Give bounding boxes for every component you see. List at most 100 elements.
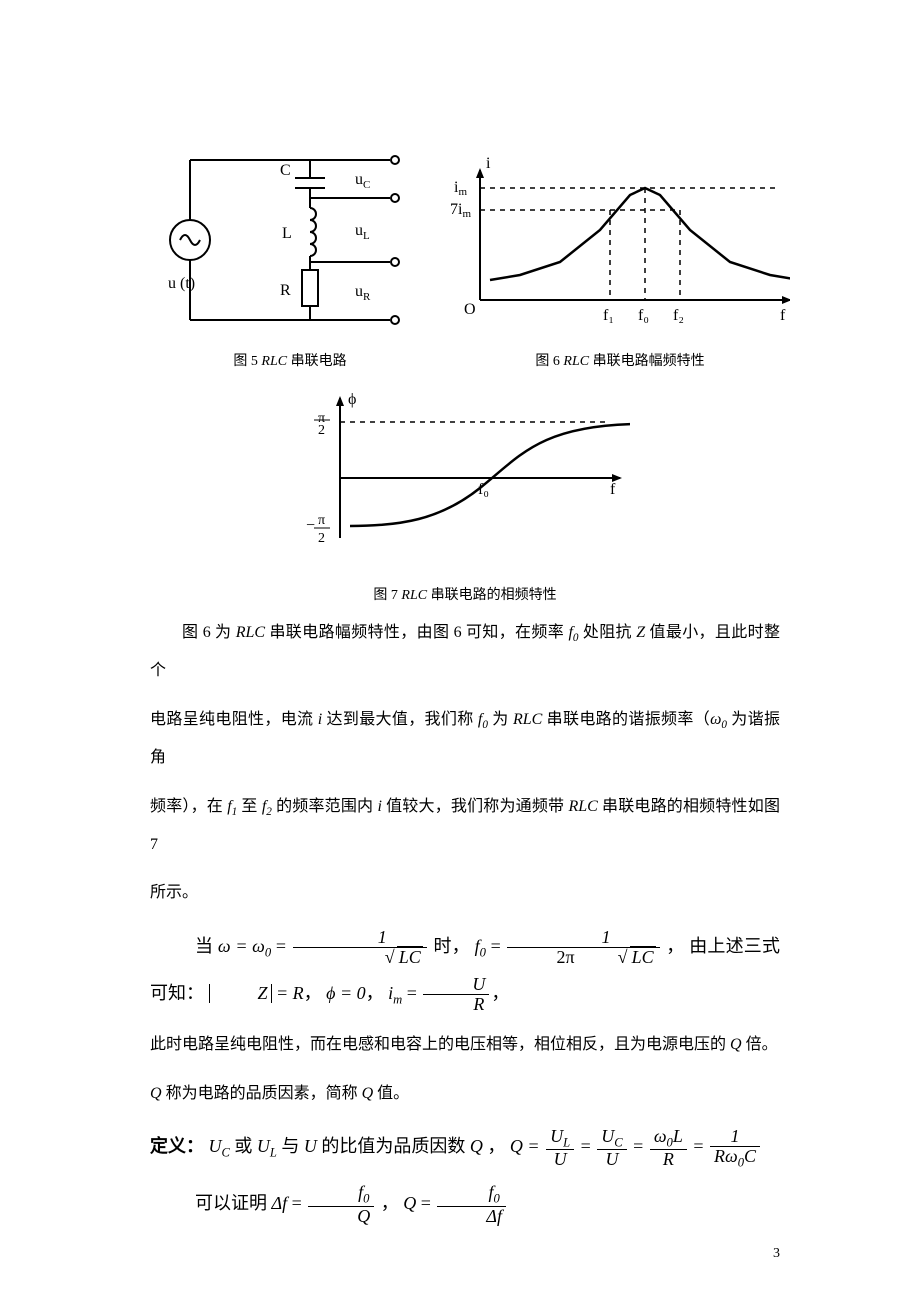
- eq1-f0: f0: [475, 936, 486, 956]
- fig6-0707im: 0.707im: [450, 201, 471, 220]
- eq1-fracA: 1 LC: [293, 928, 427, 967]
- def-b: 与: [281, 1136, 304, 1156]
- prove-df: Δf: [272, 1193, 288, 1213]
- fig6-caption: 图 6 RLC 串联电路幅频特性: [535, 350, 704, 370]
- figure-7: ϕ π 2 − π 2 f₀ f 图 7 RLC 串联电路的相频特性: [150, 388, 780, 604]
- p3-a: 频率），在: [150, 798, 227, 815]
- p3-c: 的频率范围内: [272, 798, 378, 815]
- page: C L R u (t) uC uL uR 图 5 RLC 串联电路: [0, 0, 920, 1302]
- ul-label: uL: [355, 222, 370, 242]
- def-Q: Q: [470, 1136, 483, 1156]
- fig6-xlabel: f: [780, 307, 786, 324]
- p2-w0: ω0: [710, 711, 727, 728]
- p1-a: 图 6 为: [182, 624, 236, 641]
- p1-rlc: RLC: [236, 624, 265, 641]
- p6-b: 值。: [373, 1085, 409, 1102]
- eq1-omega: ω = ω0: [218, 936, 271, 956]
- eq1-eqB: =: [491, 936, 506, 956]
- figure-6: i im 0.707im O f₁ f₀ f₂ f 图 6 RLC 串联电路幅频…: [460, 150, 780, 370]
- eq1-absZ: Z: [209, 984, 272, 1004]
- p3-f2: f2: [262, 798, 272, 815]
- p3-b: 至: [237, 798, 262, 815]
- paragraph-5: 此时电路呈纯电阻性，而在电感和电容上的电压相等，相位相反，且为电源电压的 Q 倍…: [150, 1026, 780, 1064]
- resonance-curve: [490, 188, 790, 280]
- fig5-cap-pre: 图 5: [233, 354, 261, 369]
- phase-curve: [350, 424, 630, 526]
- fig6-f2: f₂: [673, 307, 684, 324]
- paragraph-2: 电路呈纯电阻性，电流 i 达到最大值，我们称 f0 为 RLC 串联电路的谐振频…: [150, 701, 780, 778]
- fig6-cap-pre: 图 6: [535, 354, 563, 369]
- fig7-caption: 图 7 RLC 串联电路的相频特性: [373, 584, 556, 604]
- p2-c: 为: [488, 711, 513, 728]
- fig7-f0: f₀: [478, 481, 489, 498]
- fig5-cap-suf: 串联电路: [287, 354, 347, 369]
- eq1-eqA: =: [276, 936, 291, 956]
- fig7-negsign: −: [306, 517, 315, 534]
- def-U: U: [304, 1136, 317, 1156]
- paragraph-3: 频率），在 f1 至 f2 的频率范围内 i 值较大，我们称为通频带 RLC 串…: [150, 788, 780, 865]
- p6-Q2: Q: [362, 1085, 374, 1102]
- p5-b: 倍。: [742, 1036, 778, 1053]
- def-frac3: ω0L R: [650, 1127, 687, 1170]
- eq1-fracC: U R: [423, 975, 489, 1014]
- def-UL: UL: [257, 1136, 277, 1156]
- p6-Q1: Q: [150, 1085, 162, 1102]
- fig7-negpi2-den: 2: [318, 531, 325, 546]
- fig6-f0: f₀: [638, 307, 649, 324]
- fig7-cap-suf: 串联电路的相频特性: [427, 588, 557, 603]
- eq1-phi: ϕ = 0: [326, 983, 365, 1003]
- fig6-origin: O: [464, 301, 476, 318]
- paragraph-1: 图 6 为 RLC 串联电路幅频特性，由图 6 可知，在频率 f0 处阻抗 Z …: [150, 614, 780, 691]
- p4: 所示。: [150, 884, 198, 901]
- p2-b: 达到最大值，我们称: [322, 711, 478, 728]
- rlc-circuit-svg: C L R u (t) uC uL uR: [160, 140, 420, 340]
- uc-label: uC: [355, 171, 370, 191]
- fig7-cap-it: RLC: [401, 588, 427, 603]
- p1-c: 处阻抗: [579, 624, 637, 641]
- p2-rlc: RLC: [513, 711, 542, 728]
- paragraph-6: Q 称为电路的品质因素，简称 Q 值。: [150, 1075, 780, 1113]
- fig7-pi2-den: 2: [318, 423, 325, 438]
- fig5-cap-it: RLC: [261, 354, 287, 369]
- def-eqQ: Q =: [510, 1136, 544, 1156]
- fig7-xlabel: f: [610, 481, 616, 498]
- p5-Q: Q: [730, 1036, 742, 1053]
- source-label: u (t): [168, 275, 195, 292]
- ur-label: uR: [355, 283, 371, 303]
- proof-line: 可以证明 Δf = f0 Q ， Q = f0 Δf: [150, 1180, 780, 1227]
- eq1-R: = R: [276, 983, 304, 1003]
- figure-5: C L R u (t) uC uL uR 图 5 RLC 串联电路: [150, 140, 430, 370]
- def-frac2: UC U: [597, 1127, 626, 1170]
- fig6-f1: f₁: [603, 307, 614, 324]
- p5-a: 此时电路呈纯电阻性，而在电感和电容上的电压相等，相位相反，且为电源电压的: [150, 1036, 730, 1053]
- p2-d: 串联电路的谐振频率（: [542, 711, 710, 728]
- p1-f0: f0: [568, 624, 578, 641]
- p1-Z: Z: [636, 624, 645, 641]
- p6-a: 称为电路的品质因素，简称: [162, 1085, 362, 1102]
- p1-b: 串联电路幅频特性，由图 6 可知，在频率: [265, 624, 568, 641]
- eq1-pre: 当: [195, 936, 218, 956]
- def-UC: UC: [209, 1136, 230, 1156]
- def-label: 定义：: [150, 1136, 204, 1156]
- def-c: 的比值为品质因数: [321, 1136, 470, 1156]
- fig7-negpi2-num: π: [318, 513, 325, 528]
- eq1-im: im: [388, 983, 402, 1003]
- def-frac1: UL U: [546, 1127, 574, 1170]
- fig7-cap-pre: 图 7: [373, 588, 401, 603]
- eq1-eqC: =: [407, 983, 422, 1003]
- prove-frac1: f0 Q: [308, 1183, 374, 1226]
- p2-a: 电路呈纯电阻性，电流: [150, 711, 318, 728]
- def-d: ，: [487, 1136, 510, 1156]
- amp-freq-svg: i im 0.707im O f₁ f₀ f₂ f: [450, 150, 790, 340]
- phase-freq-svg: ϕ π 2 − π 2 f₀ f: [300, 388, 630, 568]
- fig7-phi: ϕ: [348, 391, 356, 408]
- def-frac4: 1 Rω0C: [710, 1127, 760, 1170]
- p3-f1: f1: [227, 798, 237, 815]
- ind-L-label: L: [282, 225, 292, 242]
- fig6-cap-it: RLC: [563, 354, 589, 369]
- fig6-ylabel: i: [486, 155, 491, 172]
- p3-rlc: RLC: [568, 798, 597, 815]
- prove-pre: 可以证明: [195, 1193, 272, 1213]
- definition-line: 定义： UC 或 UL 与 U 的比值为品质因数 Q ， Q = UL U = …: [150, 1123, 780, 1170]
- page-number: 3: [773, 1246, 780, 1262]
